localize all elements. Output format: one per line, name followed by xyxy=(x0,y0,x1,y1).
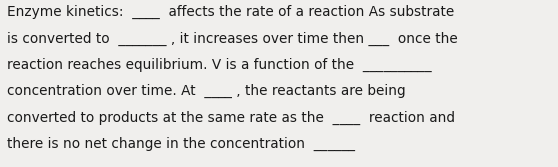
Text: concentration over time. At  ____ , the reactants are being: concentration over time. At ____ , the r… xyxy=(7,84,406,98)
Text: converted to products at the same rate as the  ____  reaction and: converted to products at the same rate a… xyxy=(7,111,455,125)
Text: is converted to  _______ , it increases over time then ___  once the: is converted to _______ , it increases o… xyxy=(7,31,458,46)
Text: reaction reaches equilibrium. V is a function of the  __________: reaction reaches equilibrium. V is a fun… xyxy=(7,58,432,72)
Text: there is no net change in the concentration  ______: there is no net change in the concentrat… xyxy=(7,137,355,151)
Text: Enzyme kinetics:  ____  affects the rate of a reaction As substrate: Enzyme kinetics: ____ affects the rate o… xyxy=(7,5,455,19)
